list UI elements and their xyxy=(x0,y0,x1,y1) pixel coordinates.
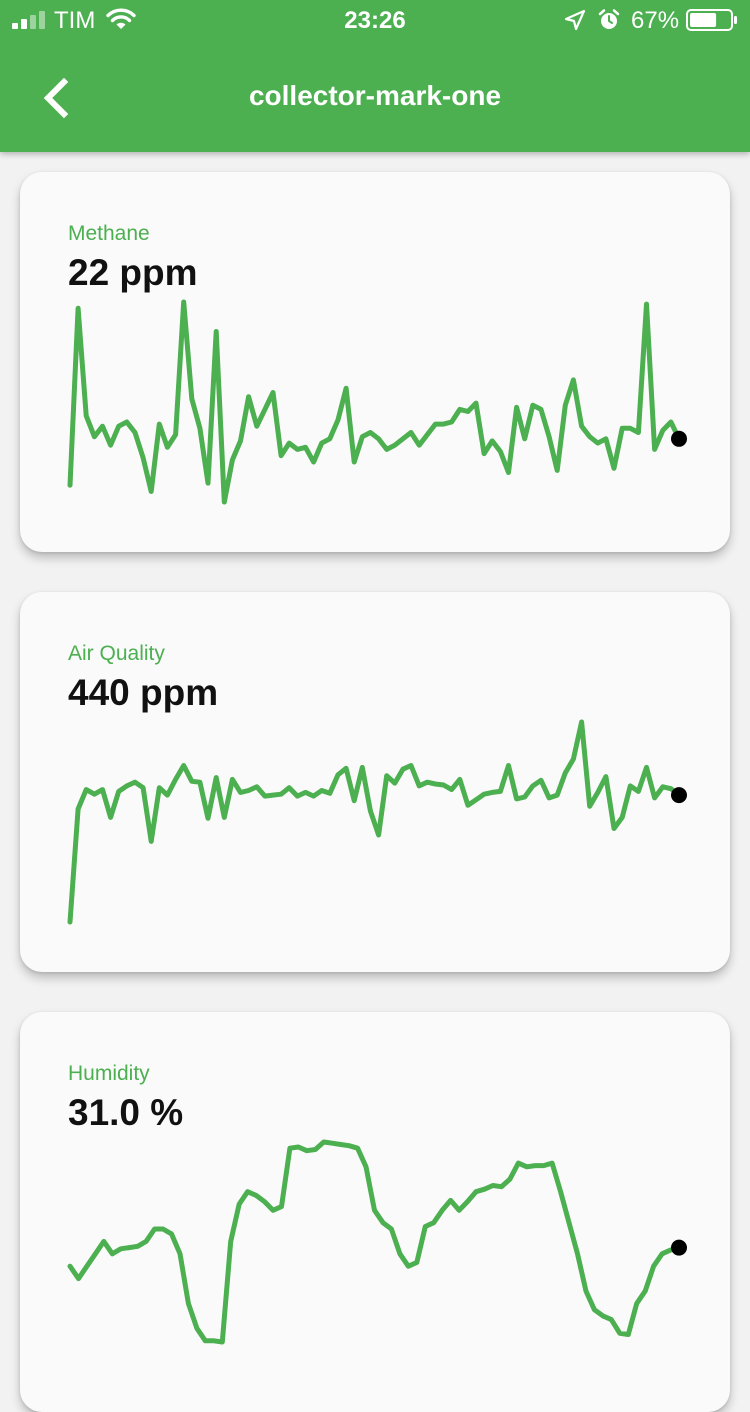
battery-percent: 67% xyxy=(631,7,680,34)
battery-icon xyxy=(686,9,737,31)
sensor-card-air-quality[interactable]: Air Quality 440 ppm xyxy=(20,592,730,972)
sparkline-chart xyxy=(67,719,687,925)
carrier-name: TIM xyxy=(54,7,96,34)
sensor-label: Humidity xyxy=(68,1062,150,1085)
sparkline-chart xyxy=(67,1139,687,1345)
series-line xyxy=(67,719,682,925)
wifi-icon xyxy=(106,8,136,29)
sensor-value: 440 ppm xyxy=(68,672,219,713)
sensor-card-humidity[interactable]: Humidity 31.0 % xyxy=(20,1012,730,1412)
battery-level-fill xyxy=(690,13,717,27)
sensor-value: 22 ppm xyxy=(68,252,198,293)
sparkline-chart xyxy=(67,299,687,505)
sensor-value: 31.0 % xyxy=(68,1092,184,1133)
latest-point-marker xyxy=(671,787,687,804)
sensor-label: Air Quality xyxy=(68,642,165,665)
series-line xyxy=(67,1139,682,1345)
status-time: 23:26 xyxy=(344,7,406,34)
location-arrow-icon xyxy=(564,9,586,31)
chevron-left-icon xyxy=(43,77,69,119)
app-header: TIM 23:26 67% collector-mark-one xyxy=(0,0,750,152)
back-button[interactable] xyxy=(30,70,86,126)
signal-icon xyxy=(12,11,45,29)
latest-point-marker xyxy=(671,1239,687,1256)
sensor-label: Methane xyxy=(68,222,150,245)
sensor-card-methane[interactable]: Methane 22 ppm xyxy=(20,172,730,552)
status-bar: TIM 23:26 67% xyxy=(0,0,750,40)
latest-point-marker xyxy=(671,430,687,447)
series-line xyxy=(67,299,682,505)
alarm-clock-icon xyxy=(598,9,620,29)
page-title: collector-mark-one xyxy=(248,80,502,111)
